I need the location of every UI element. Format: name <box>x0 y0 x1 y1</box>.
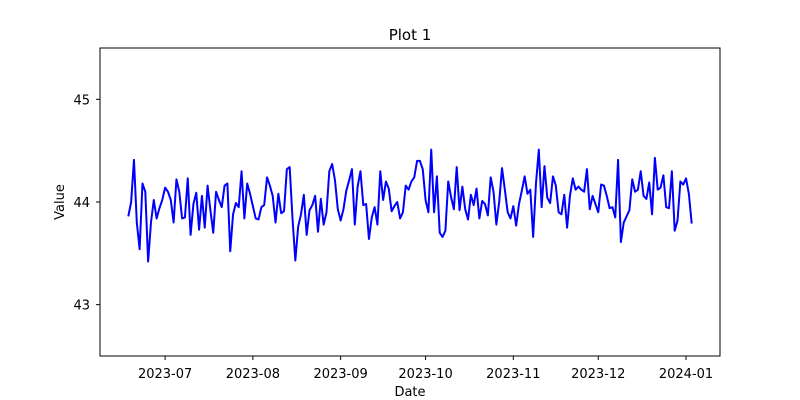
x-axis-ticks: 2023-07 2023-08 2023-09 2023-10 2023-11 2023-… <box>138 356 713 382</box>
y-tick-label: 44 <box>73 196 90 211</box>
x-tick-label: 2023-11 <box>486 367 540 382</box>
x-tick-label: 2024-01 <box>659 367 713 382</box>
y-tick-label: 45 <box>73 93 90 108</box>
x-tick-label: 2023-08 <box>226 367 280 382</box>
x-tick-label: 2023-10 <box>398 367 452 382</box>
y-axis-label: Value <box>53 184 68 220</box>
x-tick-label: 2023-07 <box>138 367 192 382</box>
chart-title: Plot 1 <box>389 26 432 44</box>
y-tick-label: 43 <box>73 299 90 314</box>
x-axis-label: Date <box>394 385 425 400</box>
series-line <box>127 148 693 263</box>
x-tick-label: 2023-12 <box>571 367 625 382</box>
y-axis-ticks: 43 44 45 <box>73 93 100 314</box>
x-tick-label: 2023-09 <box>313 367 367 382</box>
